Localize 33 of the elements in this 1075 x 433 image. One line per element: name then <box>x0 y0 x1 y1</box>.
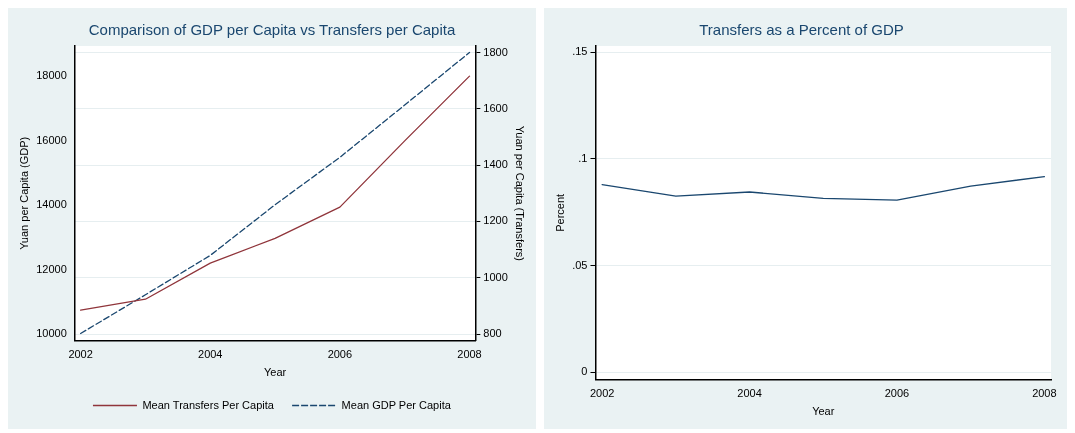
y2-tick-label: 1400 <box>483 158 508 171</box>
chart-title: Comparison of GDP per Capita vs Transfers per Capita <box>88 21 456 39</box>
legend-label: Mean GDP Per Capita <box>341 398 452 411</box>
x-tick-label: 2004 <box>198 348 223 361</box>
y-tick-label: 0 <box>581 365 588 378</box>
y-axis-title: Percent <box>553 193 566 232</box>
y2-tick-label: 1000 <box>483 270 508 283</box>
legend-label: Mean Transfers Per Capita <box>142 398 275 411</box>
x-tick-label: 2002 <box>68 348 93 361</box>
x-tick-label: 2002 <box>589 387 615 400</box>
y2-tick-label: 1800 <box>483 45 508 58</box>
x-tick-label: 2006 <box>327 348 353 361</box>
y-tick-label: 18000 <box>36 69 67 82</box>
y-tick-label: .05 <box>572 258 588 271</box>
x-axis-title: Year <box>263 366 287 379</box>
y2-tick-label: 1200 <box>483 214 508 227</box>
x-tick-label: 2004 <box>737 387 762 400</box>
x-axis-title: Year <box>812 405 835 418</box>
y2-tick-label: 800 <box>483 327 502 340</box>
chart-title: Transfers as a Percent of GDP <box>699 21 904 39</box>
line-series <box>79 51 471 335</box>
x-tick-label: 2008 <box>457 348 482 361</box>
y-tick-label: 10000 <box>36 327 67 340</box>
y-tick-label: 16000 <box>36 133 67 146</box>
y-axis-title: Yuan per Capita (GDP) <box>17 136 30 250</box>
y-tick-label: 12000 <box>36 262 67 275</box>
y2-tick-label: 1600 <box>483 101 508 114</box>
x-tick-label: 2008 <box>1032 387 1057 400</box>
y-tick-label: .1 <box>578 152 588 165</box>
y2-axis-title: Yuan per Capita (Transfers) <box>514 125 527 261</box>
y-tick-label: .15 <box>572 45 588 58</box>
y-tick-label: 14000 <box>36 198 67 211</box>
x-tick-label: 2006 <box>884 387 910 400</box>
